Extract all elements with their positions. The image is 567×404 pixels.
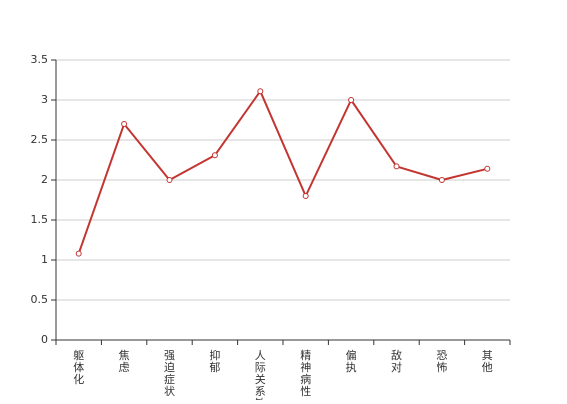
x-tick-label: 人际关系敏感: [255, 349, 266, 400]
x-tick-label: 偏执: [346, 348, 357, 374]
y-tick-label: 3: [41, 93, 48, 106]
x-tick-labels: 躯体化 焦虑 强迫症状 抑郁 人际关系敏感 精神病性 偏执 敌对 恐怖 其他: [73, 348, 493, 404]
y-tick-labels: 0 0.5 1 1.5 2 2.5 3 3.5: [31, 53, 49, 346]
axes: [51, 59, 511, 345]
x-tick-label: 强迫症状: [164, 349, 175, 398]
series-line: [77, 90, 488, 254]
x-tick-label: 恐怖: [436, 349, 447, 374]
x-tick-label: 精神病性: [300, 349, 311, 398]
y-tick-label: 0.5: [31, 293, 49, 306]
data-point[interactable]: [257, 88, 264, 95]
data-point[interactable]: [211, 152, 218, 159]
y-tick-label: 1.5: [31, 213, 49, 226]
data-point[interactable]: [121, 121, 128, 127]
x-tick-label: 躯体化: [73, 349, 84, 386]
x-tick-label: 敌对: [391, 348, 402, 374]
data-point[interactable]: [348, 97, 355, 103]
gridlines: [56, 59, 510, 301]
y-tick-label: 0: [41, 333, 48, 346]
data-point[interactable]: [75, 250, 82, 257]
y-tick-label: 3.5: [31, 53, 49, 66]
x-tick-label: 焦虑: [119, 349, 130, 374]
data-point[interactable]: [484, 165, 491, 172]
y-tick-label: 2: [41, 173, 48, 186]
x-tick-label: 其他: [482, 349, 493, 374]
data-point[interactable]: [393, 163, 400, 170]
data-point[interactable]: [438, 177, 445, 183]
data-point[interactable]: [302, 193, 309, 199]
series: [75, 88, 491, 257]
y-tick-label: 1: [41, 253, 48, 266]
data-point[interactable]: [166, 177, 173, 183]
x-tick-label: 抑郁: [209, 348, 220, 374]
y-tick-label: 2.5: [31, 133, 49, 146]
